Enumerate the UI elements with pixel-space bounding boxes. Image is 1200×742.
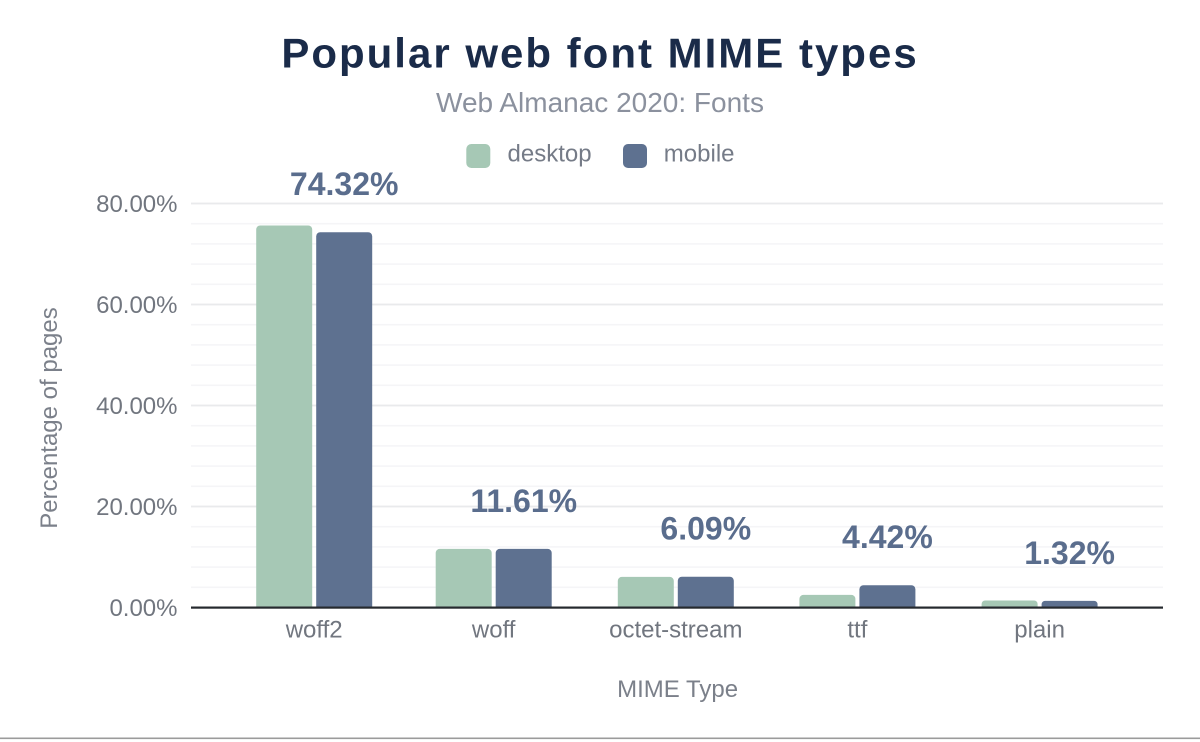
svg-text:74.32%: 74.32%	[290, 166, 399, 202]
svg-text:11.61%: 11.61%	[470, 483, 577, 519]
svg-text:Popular web font MIME types: Popular web font MIME types	[281, 30, 918, 77]
svg-text:1.32%: 1.32%	[1024, 535, 1115, 571]
svg-text:6.09%: 6.09%	[660, 511, 751, 547]
svg-text:woff2: woff2	[285, 617, 343, 644]
svg-text:0.00%: 0.00%	[109, 595, 177, 622]
svg-text:desktop: desktop	[508, 140, 592, 167]
svg-text:Web Almanac 2020: Fonts: Web Almanac 2020: Fonts	[436, 87, 764, 118]
svg-text:Percentage of pages: Percentage of pages	[36, 307, 63, 529]
svg-text:20.00%: 20.00%	[96, 494, 177, 521]
svg-text:mobile: mobile	[664, 140, 735, 167]
svg-text:octet-stream: octet-stream	[609, 617, 742, 644]
svg-text:60.00%: 60.00%	[96, 292, 177, 319]
svg-text:4.42%: 4.42%	[842, 519, 933, 555]
svg-text:80.00%: 80.00%	[96, 191, 177, 218]
svg-text:woff: woff	[471, 617, 516, 644]
svg-text:40.00%: 40.00%	[96, 393, 177, 420]
svg-text:ttf: ttf	[847, 617, 867, 644]
svg-text:plain: plain	[1014, 617, 1065, 644]
svg-text:MIME Type: MIME Type	[617, 676, 738, 703]
